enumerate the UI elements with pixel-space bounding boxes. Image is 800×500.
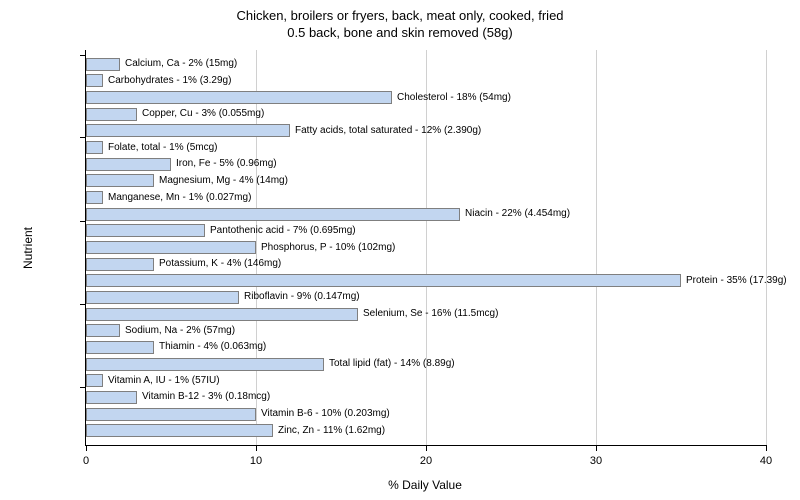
bar: [86, 141, 103, 154]
bar: [86, 424, 273, 437]
bar-label: Total lipid (fat) - 14% (8.89g): [329, 359, 455, 369]
bar-label: Selenium, Se - 16% (11.5mcg): [363, 309, 498, 319]
bar: [86, 374, 103, 387]
chart-title: Chicken, broilers or fryers, back, meat …: [0, 8, 800, 42]
y-axis-label: Nutrient: [21, 226, 35, 268]
bar: [86, 408, 256, 421]
bar: [86, 391, 137, 404]
bar: [86, 124, 290, 137]
chart-container: Chicken, broilers or fryers, back, meat …: [0, 0, 800, 500]
bar: [86, 258, 154, 271]
bar-label: Carbohydrates - 1% (3.29g): [108, 76, 231, 86]
bar: [86, 358, 324, 371]
x-tick-label: 10: [250, 455, 262, 467]
x-tick-label: 0: [83, 455, 89, 467]
bar-label: Vitamin B-12 - 3% (0.18mcg): [142, 392, 270, 402]
bar-label: Thiamin - 4% (0.063mg): [159, 342, 266, 352]
bar: [86, 208, 460, 221]
x-tick: [766, 445, 767, 451]
x-tick: [86, 445, 87, 451]
bar-label: Fatty acids, total saturated - 12% (2.39…: [295, 126, 481, 136]
x-tick-label: 20: [420, 455, 432, 467]
x-tick-label: 40: [760, 455, 772, 467]
bar-label: Iron, Fe - 5% (0.96mg): [176, 159, 277, 169]
bar-label: Protein - 35% (17.39g): [686, 276, 787, 286]
plot-area: 010203040Calcium, Ca - 2% (15mg)Carbohyd…: [85, 50, 766, 446]
bar: [86, 291, 239, 304]
y-axis-label-wrap: Nutrient: [20, 50, 36, 445]
bar-label: Cholesterol - 18% (54mg): [397, 93, 511, 103]
bar: [86, 74, 103, 87]
bar: [86, 158, 171, 171]
bar: [86, 91, 392, 104]
bar-label: Manganese, Mn - 1% (0.027mg): [108, 193, 251, 203]
bar-label: Vitamin A, IU - 1% (57IU): [108, 376, 220, 386]
y-tick: [80, 304, 86, 305]
gridline: [426, 50, 427, 445]
x-tick-label: 30: [590, 455, 602, 467]
bar: [86, 108, 137, 121]
bar: [86, 58, 120, 71]
title-line-1: Chicken, broilers or fryers, back, meat …: [0, 8, 800, 25]
y-tick: [80, 137, 86, 138]
bar-label: Vitamin B-6 - 10% (0.203mg): [261, 409, 390, 419]
bar: [86, 174, 154, 187]
bar-label: Magnesium, Mg - 4% (14mg): [159, 176, 288, 186]
bar-label: Folate, total - 1% (5mcg): [108, 143, 217, 153]
bar: [86, 241, 256, 254]
bar-label: Zinc, Zn - 11% (1.62mg): [278, 426, 385, 436]
x-tick: [596, 445, 597, 451]
gridline: [766, 50, 767, 445]
bar: [86, 191, 103, 204]
x-tick: [256, 445, 257, 451]
bar: [86, 308, 358, 321]
bar-label: Potassium, K - 4% (146mg): [159, 259, 281, 269]
bar: [86, 324, 120, 337]
x-tick: [426, 445, 427, 451]
bar-label: Sodium, Na - 2% (57mg): [125, 326, 235, 336]
y-tick: [80, 221, 86, 222]
bar-label: Niacin - 22% (4.454mg): [465, 209, 570, 219]
x-axis-label: % Daily Value: [85, 478, 765, 492]
bar-label: Pantothenic acid - 7% (0.695mg): [210, 226, 356, 236]
bar-label: Riboflavin - 9% (0.147mg): [244, 292, 360, 302]
bar-label: Phosphorus, P - 10% (102mg): [261, 243, 395, 253]
y-tick: [80, 387, 86, 388]
y-tick: [80, 55, 86, 56]
title-line-2: 0.5 back, bone and skin removed (58g): [0, 25, 800, 42]
gridline: [596, 50, 597, 445]
bar: [86, 274, 681, 287]
bar: [86, 224, 205, 237]
bar-label: Calcium, Ca - 2% (15mg): [125, 59, 237, 69]
bar: [86, 341, 154, 354]
bar-label: Copper, Cu - 3% (0.055mg): [142, 109, 264, 119]
